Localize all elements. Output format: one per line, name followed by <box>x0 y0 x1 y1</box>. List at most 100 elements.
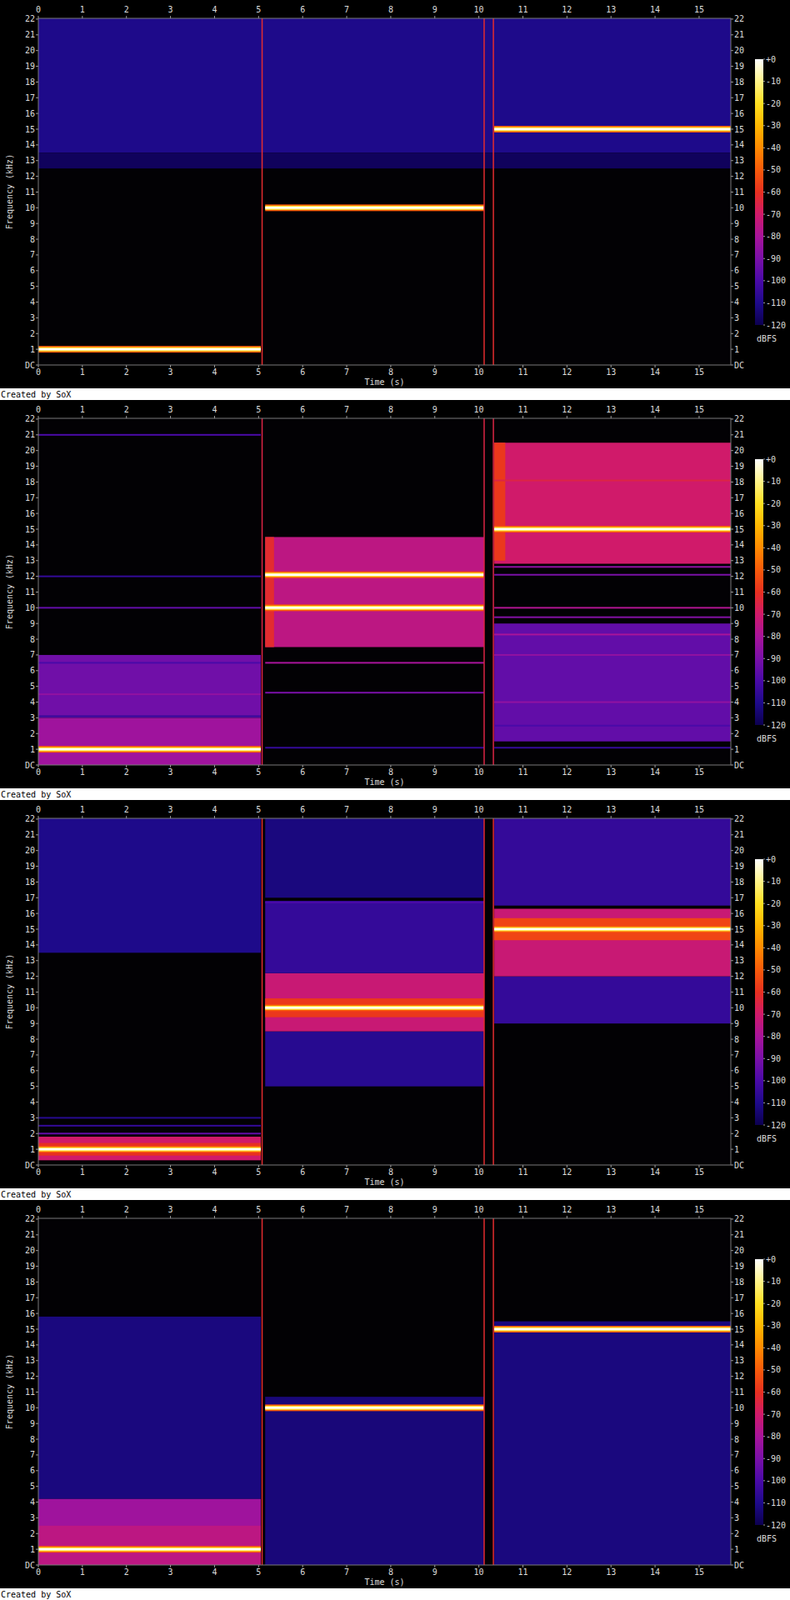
y-tick <box>730 818 734 820</box>
x-tick-label: 8 <box>388 1567 394 1577</box>
x-tick-label: 8 <box>388 5 394 15</box>
noise-band <box>265 1031 485 1087</box>
colorbar-tick <box>763 1325 765 1326</box>
tone-glow <box>265 204 485 211</box>
x-tick <box>566 815 568 819</box>
panel-background <box>0 0 790 389</box>
noise-band <box>38 1499 261 1565</box>
plot-frame <box>38 1218 731 1565</box>
x-tick-label: 0 <box>35 5 41 15</box>
y-tick-label: 11 <box>25 187 35 197</box>
y-tick-label: 5 <box>30 281 35 291</box>
y-tick <box>35 175 39 177</box>
y-tick <box>35 749 39 750</box>
x-tick-label: 7 <box>344 1567 350 1577</box>
y-tick-label: 19 <box>734 861 745 871</box>
noise-band <box>38 1316 261 1500</box>
y-tick-label: 16 <box>734 1309 745 1319</box>
y-tick <box>730 560 734 561</box>
y-tick <box>730 1407 734 1409</box>
x-tick-label: 1 <box>80 1167 85 1177</box>
colorbar-tick <box>763 903 765 905</box>
noise-band <box>494 442 505 560</box>
y-tick <box>35 913 39 915</box>
y-tick-label: 9 <box>734 1419 740 1429</box>
noise-band <box>494 623 731 741</box>
y-tick-label: 22 <box>734 814 745 824</box>
noise-band <box>38 717 261 765</box>
y-tick <box>35 207 39 209</box>
y-tick <box>35 1023 39 1025</box>
x-tick-label: 3 <box>168 405 174 415</box>
x-tick <box>38 415 40 419</box>
colorbar-tick <box>763 569 765 570</box>
y-tick-label: 1 <box>734 345 740 355</box>
y-tick-label: 11 <box>734 987 745 997</box>
colorbar-tick <box>763 947 765 949</box>
y-tick-label: 6 <box>30 665 35 675</box>
x-tick-label: 12 <box>561 1205 572 1215</box>
x-tick-label: 0 <box>35 1567 41 1577</box>
y-tick <box>35 897 39 899</box>
y-tick-label: 17 <box>734 893 745 903</box>
x-tick-label: 0 <box>35 805 41 815</box>
y-tick <box>35 544 39 545</box>
y-tick-label: 14 <box>734 1340 745 1350</box>
x-tick <box>390 415 391 419</box>
y-tick-label: 5 <box>30 1481 35 1491</box>
y-tick <box>730 1501 734 1503</box>
y-tick-label: 21 <box>25 430 35 440</box>
colorbar-tick <box>763 1480 765 1481</box>
x-tick <box>434 815 435 819</box>
noise-band <box>494 442 731 564</box>
y-tick-label: 20 <box>25 45 35 55</box>
y-tick <box>35 513 39 515</box>
colorbar-tick <box>763 725 765 726</box>
y-tick <box>730 897 734 899</box>
y-tick-label: 6 <box>734 665 740 675</box>
x-tick <box>610 815 612 819</box>
tone <box>494 654 731 656</box>
x-tick-label: 3 <box>168 1567 174 1577</box>
x-tick <box>38 15 40 19</box>
tone-glow <box>38 747 261 752</box>
colorbar-tick-label: -30 <box>765 1320 781 1330</box>
x-tick-label: 3 <box>168 367 174 377</box>
colorbar-tick <box>763 1502 765 1504</box>
x-tick <box>302 15 304 19</box>
tone <box>494 746 731 749</box>
x-tick-label: 2 <box>124 767 130 777</box>
y-tick <box>730 865 734 867</box>
y-tick <box>730 513 734 515</box>
y-tick <box>730 834 734 835</box>
y-tick-label: 8 <box>734 235 740 245</box>
y-tick <box>730 1165 734 1166</box>
tone <box>38 748 261 751</box>
y-axis-title: Frequency (kHz) <box>5 1354 15 1430</box>
x-tick <box>125 1215 127 1219</box>
x-tick-label: 9 <box>432 5 438 15</box>
colorbar-title: dBFS <box>756 1134 777 1144</box>
colorbar-tick-label: -30 <box>765 120 781 130</box>
y-tick <box>730 191 734 193</box>
colorbar-tick <box>763 1125 765 1126</box>
x-tick-label: 12 <box>561 805 572 815</box>
tone <box>265 901 485 904</box>
y-tick <box>35 1565 39 1566</box>
y-tick-label: 7 <box>30 250 35 260</box>
tone-glow <box>38 1145 261 1153</box>
y-tick <box>35 865 39 867</box>
colorbar-tick-label: +0 <box>765 855 776 865</box>
marks <box>38 818 731 1165</box>
colorbar-tick-label: -120 <box>765 720 786 730</box>
x-tick <box>434 415 435 419</box>
y-tick <box>35 529 39 530</box>
y-tick-label: 21 <box>25 1230 35 1240</box>
colorbar-tick-label: -70 <box>765 1410 781 1420</box>
x-tick-label: 15 <box>694 5 705 15</box>
x-tick-label: 14 <box>650 805 660 815</box>
transient <box>261 1218 264 1565</box>
y-tick <box>35 623 39 625</box>
y-tick-label: 10 <box>734 203 745 213</box>
tone-glow <box>494 927 731 932</box>
